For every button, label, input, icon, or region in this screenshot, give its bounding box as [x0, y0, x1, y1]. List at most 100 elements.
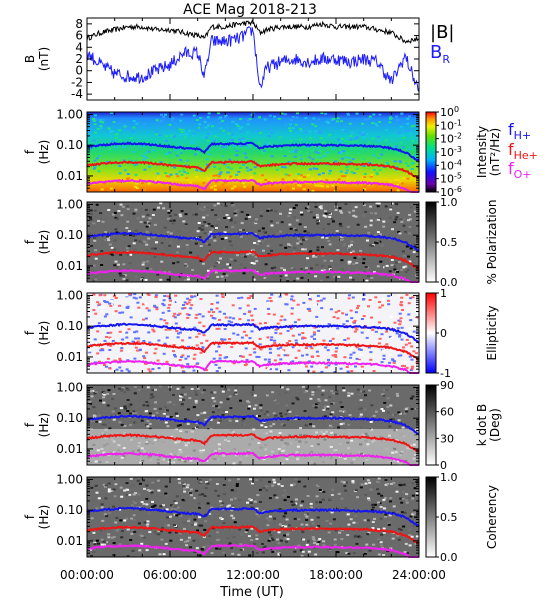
colorbar-tick-label: 10-3 [440, 145, 462, 159]
y-axis-label: B [23, 55, 37, 63]
series-line-f-h [86, 322, 420, 344]
intensity-spectrogram [87, 112, 419, 192]
series-line-f-o [86, 178, 419, 193]
colorbar-tick-label: 0 [440, 459, 447, 472]
y-tick-label: -4 [71, 87, 83, 101]
y-axis-label: f [23, 422, 37, 427]
ellipticity-colorbar-title: Ellipticity [485, 306, 499, 361]
colorbar-tick-label: 10-1 [440, 118, 462, 132]
panel-kdotb: 1.00 0.10 0.01 90 60 30 0 k dot B (Deg) f (Hz) [23, 379, 502, 472]
y-tick-label: 0.01 [56, 350, 83, 364]
y-tick-label: 0.01 [56, 259, 83, 273]
y-tick-label: 0.10 [56, 319, 83, 333]
colorbar-tick-label: 10-2 [440, 132, 462, 146]
legend-total-field: |B| [430, 22, 454, 43]
y-axis-label: f [23, 149, 37, 154]
coherency-colorbar-title: Coherency [485, 485, 499, 549]
series-line-f-o [86, 268, 419, 283]
series-line-f-h [86, 231, 420, 253]
kdotb-colorbar-unit: (Deg) [488, 408, 502, 442]
y-tick-label: 2 [75, 52, 83, 66]
legend-f-he: fHe+ [508, 140, 538, 162]
colorbar-tick-label: 0.0 [440, 551, 458, 564]
ellipticity-colorbar [425, 292, 437, 374]
y-axis-unit: (nT) [37, 47, 51, 71]
kdotb-colorbar [425, 384, 437, 466]
x-tick-label: 12:00:00 [226, 568, 280, 582]
y-axis-label: f [23, 239, 37, 244]
series-line-f-o [86, 451, 419, 466]
colorbar-tick-label: 60 [440, 406, 454, 419]
coherency-spectrogram-texture [88, 477, 419, 557]
series-line-f-h [86, 506, 420, 528]
y-tick-label: 1.00 [56, 107, 83, 121]
y-tick-label: 0.01 [56, 442, 83, 456]
y-tick-label: 4 [75, 40, 83, 54]
y-axis-unit: (Hz) [37, 230, 51, 255]
colorbar-tick-label: 90 [440, 379, 454, 392]
legend-f-h: fH+ [508, 120, 531, 142]
series-line-radial-field [86, 26, 420, 92]
series-line-f-h [87, 141, 420, 163]
y-tick-label: -2 [71, 75, 83, 89]
legend-f-o: fO+ [508, 159, 532, 181]
series-line-f-he [86, 524, 420, 545]
colorbar-tick-label: 0.5 [440, 511, 458, 524]
y-tick-label: 1.00 [56, 197, 83, 211]
series-line-f-h [86, 414, 420, 436]
y-axis-unit: (Hz) [37, 321, 51, 346]
polarization-colorbar [425, 201, 437, 283]
y-tick-label: 0.10 [56, 138, 83, 152]
ellipticity-spectrogram-texture [87, 293, 419, 373]
y-tick-label: 0.10 [56, 228, 83, 242]
y-axis-unit: (Hz) [37, 505, 51, 530]
panel-polarization: 1.00 0.10 0.01 1.0 0.5 0.0 % Polarization f (Hz) [23, 196, 499, 289]
y-axis-unit: (Hz) [37, 140, 51, 165]
figure-title: ACE Mag 2018-213 [183, 2, 317, 18]
series-line-f-he [86, 249, 420, 271]
x-axis-label: Time (UT) [219, 585, 284, 600]
y-tick-label: 0.10 [56, 411, 83, 425]
intensity-colorbar-unit: (nT²/Hz) [488, 128, 502, 176]
series-line-f-he [86, 160, 420, 180]
y-axis-label: f [23, 330, 37, 335]
colorbar-tick-label: 10-4 [440, 158, 462, 172]
colorbar-tick-label: 10-5 [440, 172, 462, 186]
y-axis-unit: (Hz) [37, 413, 51, 438]
polarization-spectrogram-texture [88, 202, 419, 282]
x-tick-label: 00:00:00 [60, 568, 114, 582]
colorbar-tick-label: -1 [440, 367, 451, 380]
series-line-f-o [86, 359, 419, 374]
y-tick-label: 1.00 [56, 472, 83, 486]
x-tick-label: 18:00:00 [309, 568, 363, 582]
y-tick-label: 1.00 [56, 288, 83, 302]
y-tick-label: 0 [75, 64, 83, 78]
y-tick-label: 1.00 [56, 380, 83, 394]
panel-coherency: 1.00 0.10 0.01 1.0 0.5 0.0 Coherency f (Hz) [23, 471, 499, 564]
series-line-f-he [86, 433, 420, 454]
coherency-colorbar [425, 476, 437, 558]
series-line-f-he [86, 340, 420, 361]
intensity-colorbar-title: Intensity [475, 126, 489, 178]
colorbar-tick-label: 0.5 [440, 236, 458, 249]
colorbar-tick-label: 100 [440, 105, 459, 119]
intensity-colorbar [425, 111, 437, 193]
colorbar-tick-label: 30 [440, 432, 454, 445]
x-tick-label: 24:00:00 [392, 568, 446, 582]
series-line-f-o [86, 543, 419, 558]
y-tick-label: 8 [75, 17, 83, 31]
y-axis-label: f [23, 514, 37, 519]
x-tick-label: 06:00:00 [143, 568, 197, 582]
y-tick-label: 0.01 [56, 534, 83, 548]
y-tick-label: 6 [75, 29, 83, 43]
colorbar-tick-label: 1.0 [440, 471, 458, 484]
panel-ellipticity: 1.00 0.10 0.01 1 0 -1 Ellipticity f (Hz) [23, 287, 499, 380]
y-tick-label: 0.01 [56, 169, 83, 183]
y-tick-label: 0.10 [56, 503, 83, 517]
polarization-colorbar-title: % Polarization [485, 200, 499, 285]
colorbar-tick-label: 1 [440, 287, 447, 300]
